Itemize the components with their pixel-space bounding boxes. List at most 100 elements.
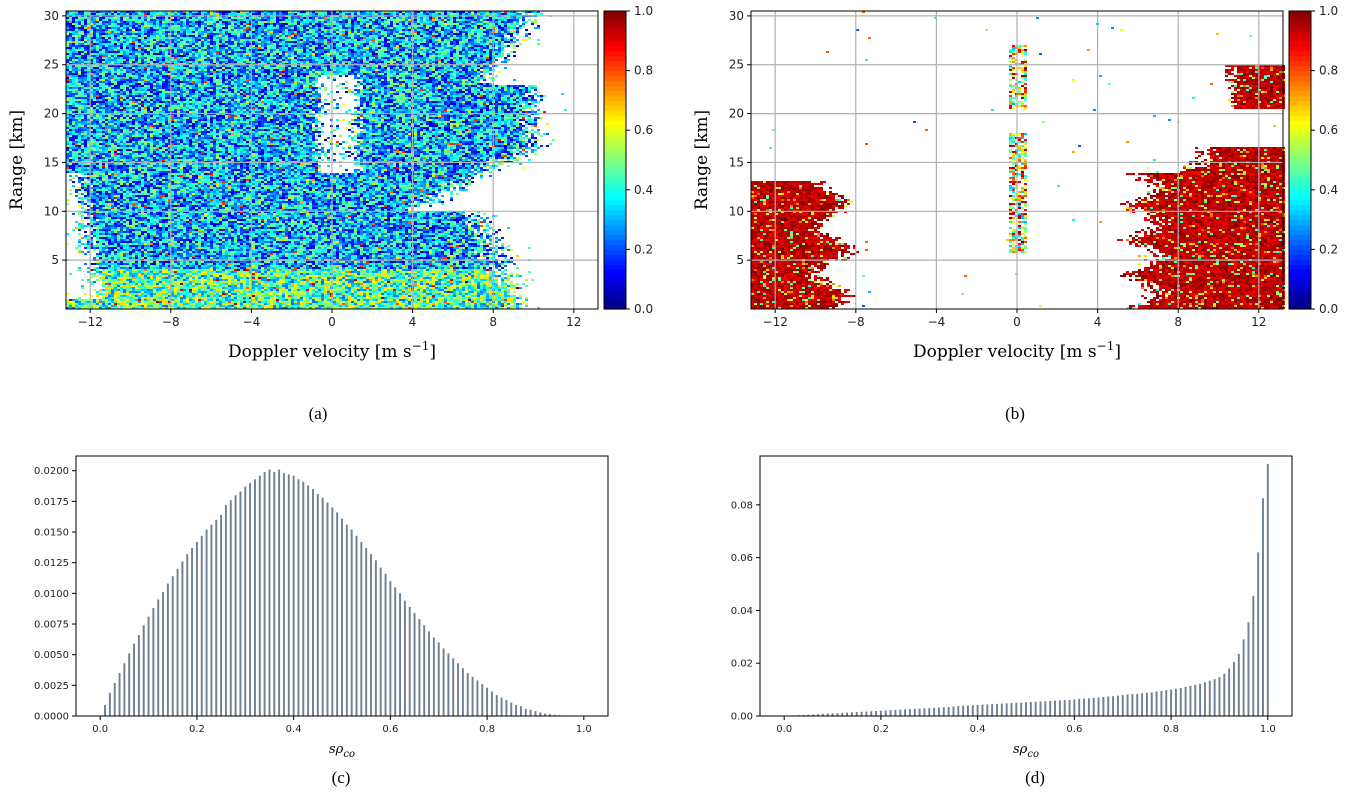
bar bbox=[524, 708, 527, 716]
bar bbox=[157, 599, 160, 716]
x-tick-label: 4 bbox=[1094, 315, 1102, 329]
bar bbox=[142, 625, 145, 716]
bar bbox=[181, 561, 184, 716]
bar bbox=[191, 547, 194, 716]
y-tick-label: 0.0125 bbox=[34, 558, 69, 569]
bar bbox=[457, 663, 460, 716]
axes-frame bbox=[759, 455, 1293, 717]
y-tick-label: 0.0200 bbox=[34, 466, 69, 477]
bar bbox=[365, 547, 368, 716]
bar bbox=[913, 708, 916, 716]
bar bbox=[302, 481, 305, 716]
bar bbox=[118, 673, 121, 716]
bars bbox=[104, 469, 585, 716]
bar bbox=[947, 707, 950, 716]
y-tick-label: 0.06 bbox=[731, 553, 753, 564]
bar bbox=[1078, 698, 1081, 716]
bar bbox=[1102, 696, 1105, 716]
y-tick-label: 10 bbox=[44, 204, 59, 218]
bar bbox=[1005, 703, 1008, 716]
bar bbox=[841, 712, 844, 716]
bar bbox=[162, 592, 165, 716]
bar bbox=[481, 684, 484, 716]
bar bbox=[1203, 682, 1206, 716]
bar bbox=[403, 600, 406, 716]
x-tick-label: 0.4 bbox=[286, 724, 302, 735]
bar bbox=[831, 713, 834, 716]
colorbar-tick-label: 0.2 bbox=[634, 242, 653, 256]
bar bbox=[957, 705, 960, 716]
panel-c-histogram: (c) 0.0 0.2 0.4 0.6 0.8 1.0 0.0000 0.0025 0.0050… bbox=[34, 455, 609, 787]
bar bbox=[1107, 696, 1110, 716]
y-tick-label: 5 bbox=[51, 253, 59, 267]
bar bbox=[942, 707, 945, 716]
bar bbox=[826, 713, 829, 716]
y-tick-label: 15 bbox=[44, 155, 59, 169]
bar bbox=[1131, 694, 1134, 716]
bar bbox=[544, 713, 547, 716]
bar bbox=[220, 514, 223, 716]
bar bbox=[1160, 690, 1163, 716]
bar bbox=[991, 704, 994, 716]
bar bbox=[500, 697, 503, 716]
x-axis-label: Doppler velocity [m s−1] bbox=[913, 339, 1121, 362]
bar bbox=[399, 593, 402, 716]
bar bbox=[884, 710, 887, 716]
bar bbox=[952, 706, 955, 716]
bar bbox=[316, 494, 319, 716]
bar bbox=[996, 703, 998, 716]
bar bbox=[1242, 639, 1245, 716]
bar bbox=[442, 648, 445, 716]
bar bbox=[894, 709, 897, 716]
x-tick-label: 0 bbox=[328, 315, 336, 329]
bar bbox=[1218, 677, 1221, 716]
x-tick-label: 0.0 bbox=[776, 724, 792, 735]
bar bbox=[108, 692, 111, 716]
bar bbox=[239, 491, 242, 716]
bar bbox=[821, 713, 824, 716]
y-tick-label: 0.0100 bbox=[34, 589, 69, 600]
bar bbox=[1126, 694, 1129, 716]
bar bbox=[505, 700, 508, 716]
bar bbox=[273, 471, 276, 716]
x-tick-label: 8 bbox=[1174, 315, 1182, 329]
bar bbox=[1237, 653, 1240, 716]
x-tick-label: 0.4 bbox=[970, 724, 986, 735]
bar bbox=[553, 714, 556, 716]
x-tick-label: −8 bbox=[847, 315, 865, 329]
y-tick-label: 0.0050 bbox=[34, 650, 69, 661]
bar bbox=[297, 479, 300, 716]
bar bbox=[1262, 498, 1264, 716]
y-axis-label: Range [km] bbox=[692, 110, 712, 210]
y-tick-label: 20 bbox=[44, 107, 59, 121]
bar bbox=[461, 668, 464, 716]
caption-b: (b) bbox=[1005, 404, 1025, 423]
x-tick-label: 0.6 bbox=[1066, 724, 1082, 735]
bar bbox=[870, 711, 873, 716]
x-tick-label: −12 bbox=[763, 315, 788, 329]
bar bbox=[1049, 700, 1052, 716]
bar bbox=[904, 709, 907, 716]
bar bbox=[215, 519, 218, 716]
bar bbox=[1112, 696, 1115, 716]
bar bbox=[326, 502, 329, 716]
bar bbox=[1087, 698, 1090, 716]
bar bbox=[437, 642, 440, 716]
bar bbox=[1063, 700, 1066, 716]
bar bbox=[875, 710, 878, 716]
x-tick-label: 0.8 bbox=[1163, 724, 1179, 735]
bar bbox=[1194, 684, 1197, 716]
bar bbox=[331, 507, 334, 716]
bar bbox=[1199, 683, 1202, 716]
bar bbox=[423, 625, 426, 716]
x-tick-label: 0.0 bbox=[92, 724, 108, 735]
bar bbox=[476, 680, 479, 716]
bar bbox=[928, 708, 931, 716]
bar bbox=[360, 541, 363, 716]
bar bbox=[104, 704, 106, 716]
bar bbox=[908, 709, 911, 716]
bar bbox=[918, 708, 921, 716]
bar bbox=[1073, 699, 1076, 716]
bar bbox=[855, 712, 858, 716]
